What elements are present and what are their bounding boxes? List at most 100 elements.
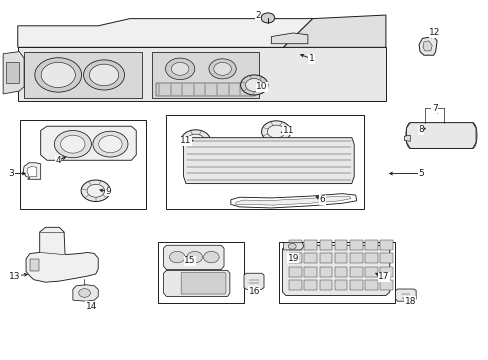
Polygon shape	[406, 123, 475, 148]
Polygon shape	[289, 240, 302, 250]
Polygon shape	[379, 280, 392, 291]
Text: 16: 16	[248, 287, 260, 296]
Circle shape	[165, 58, 194, 80]
Polygon shape	[283, 15, 385, 47]
Polygon shape	[158, 242, 243, 303]
Circle shape	[288, 243, 296, 249]
Polygon shape	[319, 253, 331, 264]
Polygon shape	[181, 273, 225, 294]
Polygon shape	[163, 245, 224, 270]
Polygon shape	[349, 253, 362, 264]
Circle shape	[79, 289, 90, 297]
Text: 17: 17	[377, 272, 389, 281]
Circle shape	[93, 131, 128, 157]
Polygon shape	[319, 267, 331, 277]
Text: 9: 9	[105, 187, 111, 196]
Circle shape	[208, 59, 236, 79]
Polygon shape	[319, 280, 331, 291]
Polygon shape	[304, 280, 317, 291]
Polygon shape	[30, 259, 39, 271]
Polygon shape	[364, 280, 377, 291]
Polygon shape	[379, 240, 392, 250]
Polygon shape	[230, 194, 356, 208]
Polygon shape	[289, 267, 302, 277]
Text: 10: 10	[256, 82, 267, 91]
Polygon shape	[379, 267, 392, 277]
Polygon shape	[364, 240, 377, 250]
Polygon shape	[73, 285, 98, 301]
Circle shape	[186, 134, 204, 147]
Polygon shape	[422, 41, 431, 51]
Polygon shape	[304, 253, 317, 264]
Circle shape	[245, 78, 263, 91]
Circle shape	[213, 62, 231, 75]
Polygon shape	[304, 240, 317, 250]
Polygon shape	[283, 243, 304, 250]
Circle shape	[89, 64, 119, 86]
Polygon shape	[404, 135, 409, 141]
Polygon shape	[24, 51, 142, 98]
Circle shape	[181, 130, 210, 151]
Text: 15: 15	[184, 256, 195, 265]
Circle shape	[99, 135, 122, 153]
Circle shape	[35, 58, 81, 92]
Text: 11: 11	[180, 136, 191, 145]
Polygon shape	[349, 280, 362, 291]
Circle shape	[41, 62, 75, 87]
Polygon shape	[334, 253, 346, 264]
Text: 7: 7	[431, 104, 437, 113]
Polygon shape	[183, 138, 353, 184]
Polygon shape	[20, 120, 146, 210]
Circle shape	[171, 62, 188, 75]
Circle shape	[261, 13, 274, 23]
Polygon shape	[163, 270, 229, 297]
Polygon shape	[165, 115, 363, 210]
Polygon shape	[5, 62, 19, 83]
Polygon shape	[395, 289, 415, 301]
Polygon shape	[278, 242, 394, 303]
Text: 1: 1	[308, 54, 314, 63]
Polygon shape	[27, 166, 37, 176]
Circle shape	[61, 135, 85, 153]
Polygon shape	[18, 19, 312, 47]
Text: 19: 19	[287, 254, 298, 263]
Polygon shape	[349, 267, 362, 277]
Circle shape	[83, 60, 124, 90]
Text: 14: 14	[85, 302, 97, 311]
Circle shape	[87, 184, 104, 197]
Polygon shape	[349, 240, 362, 250]
Polygon shape	[334, 240, 346, 250]
Polygon shape	[319, 240, 331, 250]
Polygon shape	[289, 280, 302, 291]
Circle shape	[203, 251, 219, 263]
Text: 13: 13	[9, 271, 20, 280]
Polygon shape	[334, 267, 346, 277]
Polygon shape	[334, 280, 346, 291]
Polygon shape	[41, 126, 136, 160]
Text: 11: 11	[282, 126, 294, 135]
Circle shape	[240, 75, 267, 95]
Text: 3: 3	[8, 169, 14, 178]
Polygon shape	[364, 267, 377, 277]
Text: 18: 18	[404, 297, 415, 306]
Circle shape	[261, 121, 290, 142]
Circle shape	[54, 131, 91, 158]
Polygon shape	[18, 47, 385, 101]
Text: 12: 12	[428, 28, 440, 37]
Text: 4: 4	[55, 156, 61, 165]
Polygon shape	[23, 163, 41, 179]
Polygon shape	[3, 51, 24, 94]
Polygon shape	[364, 253, 377, 264]
Circle shape	[169, 251, 184, 263]
Polygon shape	[304, 267, 317, 277]
Polygon shape	[244, 273, 264, 289]
Polygon shape	[152, 51, 259, 98]
Polygon shape	[271, 33, 307, 44]
Text: 5: 5	[417, 169, 423, 178]
Text: 8: 8	[417, 125, 423, 134]
Polygon shape	[379, 253, 392, 264]
Polygon shape	[26, 227, 98, 282]
Polygon shape	[235, 196, 350, 205]
Circle shape	[186, 251, 202, 263]
Polygon shape	[282, 245, 389, 296]
